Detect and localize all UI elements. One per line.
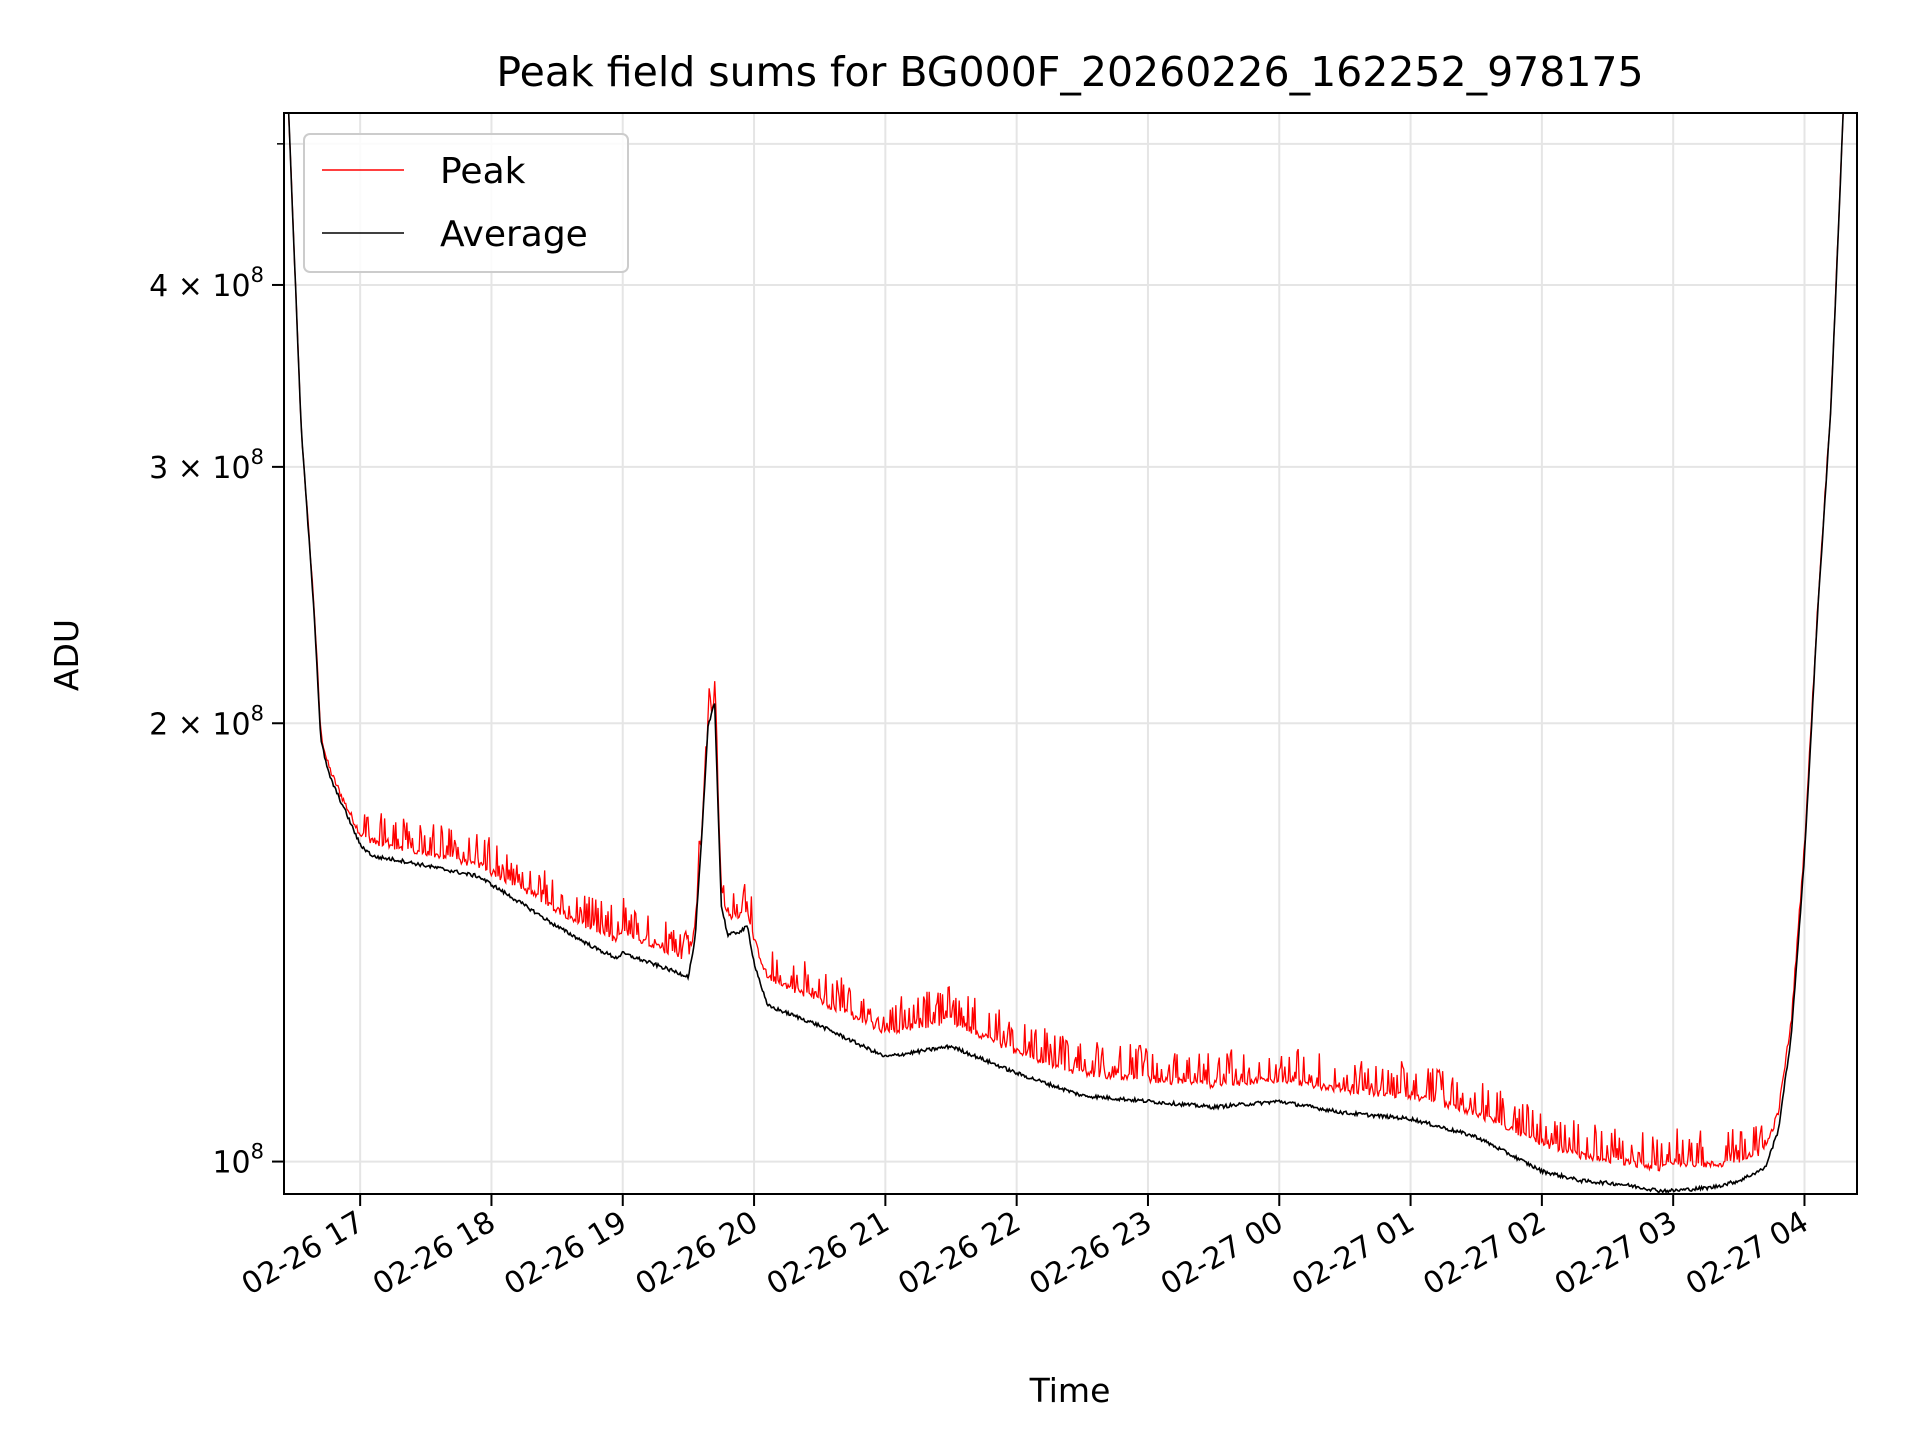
x-tick-label: 02-26 22 (892, 1205, 1026, 1303)
x-tick-label: 02-27 01 (1286, 1205, 1420, 1303)
x-tick-label: 02-26 19 (498, 1205, 632, 1303)
plot-lines (287, 113, 1844, 1194)
x-tick-label: 02-26 20 (630, 1205, 764, 1303)
x-tick-label: 02-26 23 (1024, 1205, 1158, 1303)
x-tick-label: 02-26 17 (236, 1205, 370, 1303)
legend-box (303, 133, 629, 273)
x-tick-label: 02-26 21 (761, 1205, 895, 1303)
x-tick-label: 02-27 02 (1418, 1205, 1552, 1303)
x-axis-label: Time (1029, 1371, 1111, 1410)
legend: Peak Average (303, 133, 629, 273)
x-tick-label: 02-27 04 (1680, 1205, 1814, 1303)
y-tick-label: 4 × 108 (149, 263, 264, 304)
y-tick-label: 3 × 108 (149, 445, 264, 486)
legend-label-average: Average (440, 214, 588, 255)
x-tick-label: 02-26 18 (367, 1205, 501, 1303)
y-tick-label: 2 × 108 (149, 701, 264, 742)
series-line-average (287, 113, 1844, 1194)
grid (284, 113, 1857, 1194)
chart-title: Peak field sums for BG000F_20260226_1622… (496, 48, 1643, 96)
y-tick-label: 108 (212, 1140, 264, 1181)
y-axis-label: ADU (47, 619, 86, 691)
x-tick-label: 02-27 03 (1549, 1205, 1683, 1303)
series-line-peak (287, 113, 1844, 1172)
x-tick-label: 02-27 00 (1155, 1205, 1289, 1303)
legend-label-peak: Peak (440, 151, 526, 192)
plot-frame (283, 112, 1858, 1195)
